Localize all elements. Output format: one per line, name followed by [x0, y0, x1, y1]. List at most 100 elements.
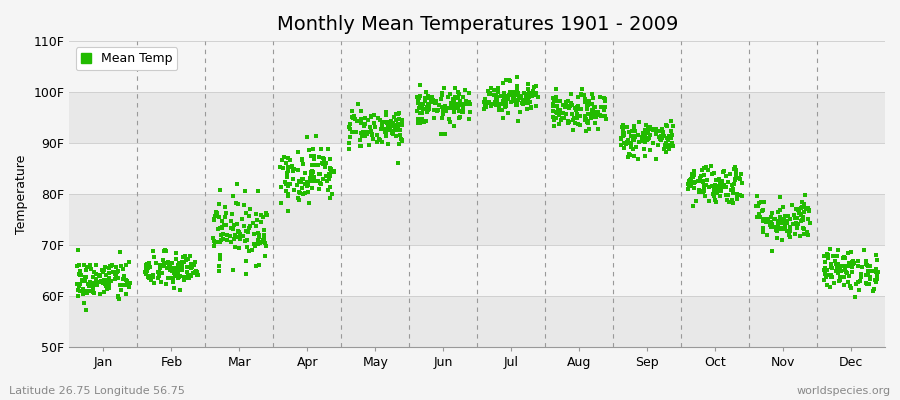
Point [824, 246, 838, 252]
Point [364, 129, 378, 135]
Point [750, 193, 764, 199]
Point [428, 98, 442, 105]
Point [691, 178, 706, 185]
Point [377, 119, 392, 125]
Point [419, 109, 434, 116]
Point [709, 187, 724, 194]
Point [859, 261, 873, 268]
Point [73, 268, 87, 274]
Point [84, 288, 98, 294]
Point [564, 90, 579, 97]
Point [360, 129, 374, 135]
Point [580, 103, 594, 109]
Point [860, 263, 875, 269]
Point [463, 109, 477, 115]
Point [425, 94, 439, 100]
Point [324, 169, 338, 175]
Point [119, 291, 133, 298]
Point [459, 98, 473, 104]
Point [579, 127, 593, 134]
Point [89, 280, 104, 286]
Point [111, 294, 125, 300]
Point [513, 109, 527, 115]
Point [841, 278, 855, 285]
Point [294, 156, 309, 162]
Point [706, 186, 721, 193]
Point [354, 116, 368, 123]
Point [350, 118, 365, 124]
Point [274, 184, 288, 190]
Point [88, 276, 103, 282]
Point [801, 232, 815, 239]
Point [569, 106, 583, 113]
Point [779, 218, 794, 224]
Point [581, 126, 596, 132]
Point [800, 229, 814, 236]
Point [760, 219, 774, 225]
Point [866, 287, 880, 294]
Point [150, 275, 165, 281]
Point [482, 90, 497, 97]
Point [327, 169, 341, 175]
Point [302, 200, 316, 206]
Point [489, 92, 503, 99]
Point [295, 160, 310, 167]
Point [416, 106, 430, 112]
Point [513, 93, 527, 100]
Point [845, 260, 859, 266]
Point [642, 134, 656, 141]
Point [756, 218, 770, 224]
Point [153, 262, 167, 268]
Point [322, 173, 337, 180]
Point [418, 118, 433, 124]
Point [497, 89, 511, 96]
Point [308, 162, 322, 168]
Point [654, 132, 669, 139]
Point [697, 164, 711, 171]
Point [526, 88, 540, 94]
Text: Latitude 26.75 Longitude 56.75: Latitude 26.75 Longitude 56.75 [9, 386, 184, 396]
Point [509, 83, 524, 90]
Point [120, 277, 134, 284]
Point [411, 100, 426, 106]
Point [756, 198, 770, 205]
Point [649, 129, 663, 136]
Point [763, 218, 778, 225]
Point [86, 287, 101, 294]
Point [381, 120, 395, 126]
Point [565, 101, 580, 108]
Point [723, 170, 737, 177]
Text: worldspecies.org: worldspecies.org [796, 386, 891, 396]
Point [413, 110, 428, 116]
Point [764, 223, 778, 230]
Point [694, 178, 708, 184]
Point [302, 182, 316, 188]
Point [681, 186, 696, 192]
Point [122, 280, 137, 286]
Point [752, 200, 766, 206]
Point [86, 274, 100, 280]
Point [307, 174, 321, 180]
Point [446, 95, 460, 102]
Point [227, 222, 241, 228]
Point [323, 166, 338, 172]
Point [710, 190, 724, 196]
Point [553, 121, 567, 128]
Point [598, 104, 612, 110]
Point [184, 260, 199, 267]
Point [730, 191, 744, 198]
Point [721, 192, 735, 198]
Point [616, 132, 631, 139]
Point [302, 147, 317, 153]
Point [142, 260, 157, 266]
Point [620, 137, 634, 144]
Point [154, 279, 168, 285]
Point [801, 216, 815, 222]
Point [652, 128, 667, 134]
Point [446, 100, 461, 106]
Point [73, 272, 87, 278]
Point [860, 272, 875, 278]
Point [734, 193, 749, 199]
Point [107, 270, 122, 276]
Point [225, 226, 239, 232]
